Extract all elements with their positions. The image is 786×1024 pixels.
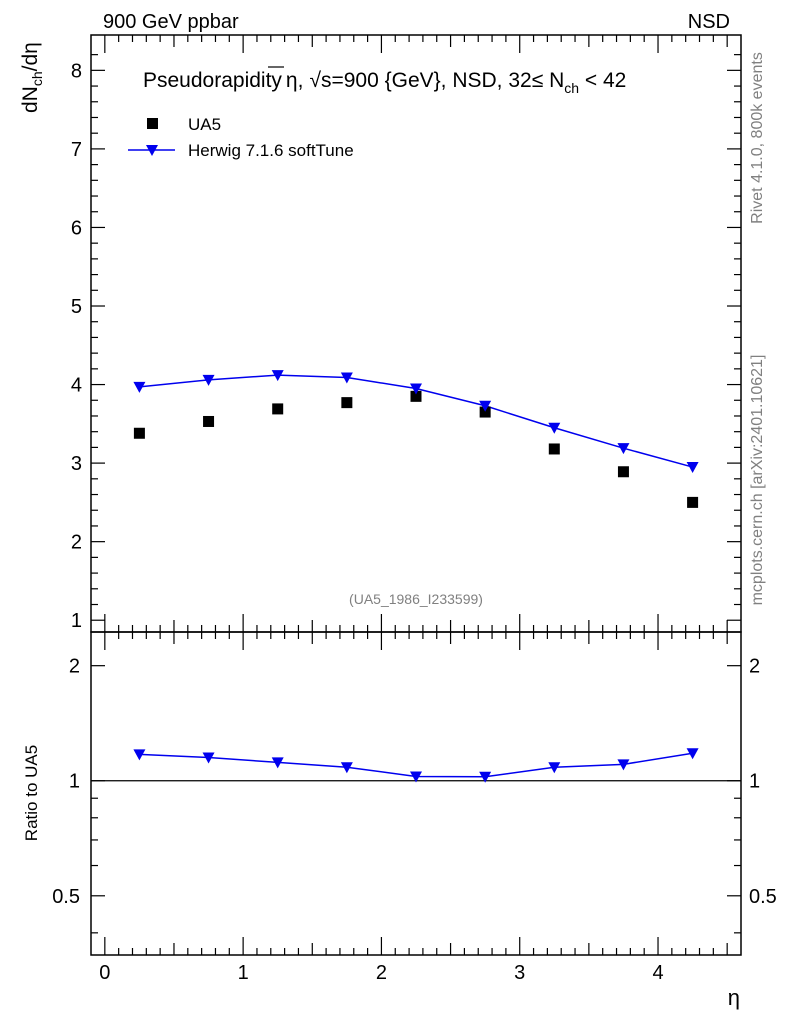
herwig-ratio-point (479, 771, 492, 783)
x-tick-label: 3 (514, 962, 525, 984)
herwig-ratio-point (686, 748, 699, 760)
x-tick-label: 0 (99, 962, 110, 984)
main-y-tick-label: 4 (71, 375, 82, 397)
ratio-y-tick-label-left: 0.5 (52, 886, 80, 908)
herwig-ratio-point (617, 759, 630, 771)
ua5-data-point (410, 390, 422, 402)
main-y-tick-label: 7 (71, 139, 82, 161)
herwig-ratio-point (410, 771, 422, 783)
x-tick-label: 1 (238, 962, 249, 984)
legend-marker-herwig (146, 145, 158, 156)
main-data-layer (133, 370, 699, 508)
x-tick-labels: 0 1 2 3 4 (99, 962, 663, 984)
plot-title: Pseudorapidity η, √s=900 {GeV}, NSD, 32≤ N… (143, 69, 626, 96)
ua5-data-point (133, 427, 145, 439)
main-y-tick-labels: 1 2 3 4 5 6 7 8 (71, 60, 82, 632)
herwig-data-point (617, 443, 630, 455)
herwig-data-point (479, 400, 492, 412)
ratio-y-axis-label: Ratio to UA5 (22, 745, 41, 841)
main-y-tick-label: 2 (71, 532, 82, 554)
herwig-data-point (202, 374, 215, 386)
x-tick-label: 2 (376, 962, 387, 984)
ua5-data-point (479, 406, 491, 418)
analysis-id-annotation: (UA5_1986_I233599) (349, 591, 483, 607)
herwig-data-point (271, 370, 284, 382)
herwig-ratio-point (271, 757, 284, 769)
header-left: 900 GeV ppbar (103, 11, 239, 33)
ratio-data-layer (133, 748, 699, 783)
ratio-axis-ticks (91, 632, 741, 955)
main-y-tick-label: 8 (71, 60, 82, 82)
ua5-data-point (617, 466, 629, 478)
herwig-data-point (686, 462, 699, 474)
herwig-ratio-point (133, 749, 146, 761)
legend-label-herwig: Herwig 7.1.6 softTune (188, 141, 354, 160)
main-axis-ticks (91, 35, 741, 632)
x-tick-label: 4 (652, 962, 663, 984)
main-y-tick-label: 5 (71, 296, 82, 318)
ratio-y-tick-labels: 0.5 1 2 0.5 1 2 (52, 656, 777, 908)
herwig-data-point (548, 422, 561, 434)
ua5-data-point (203, 415, 215, 427)
herwig-ratio-point (202, 752, 215, 764)
ua5-data-point (272, 403, 284, 415)
header-right: NSD (688, 11, 730, 33)
ratio-y-tick-label-left: 1 (69, 771, 80, 793)
ratio-y-tick-label-right: 2 (749, 656, 760, 678)
ua5-data-point (687, 496, 699, 508)
ratio-y-tick-label-right: 0.5 (749, 886, 777, 908)
herwig-data-point (340, 372, 353, 384)
ratio-frame (90, 631, 742, 956)
ratio-y-tick-label-right: 1 (749, 771, 760, 793)
ua5-data-point (548, 443, 560, 455)
ratio-y-tick-label-left: 2 (69, 656, 80, 678)
main-y-tick-label: 1 (71, 610, 82, 632)
rivet-version-label: Rivet 4.1.0, 800k events (749, 52, 766, 224)
x-axis-label: η (728, 985, 740, 1010)
main-y-tick-label: 3 (71, 453, 82, 475)
main-y-axis-label: dNch/dη (19, 42, 45, 113)
legend-marker-ua5 (147, 118, 158, 129)
herwig-ratio-point (340, 762, 353, 774)
herwig-data-point (133, 381, 146, 393)
herwig-ratio-point (548, 762, 561, 774)
herwig-data-point (410, 383, 422, 395)
mcplots-label: mcplots.cern.ch [arXiv:2401.10621] (749, 355, 766, 606)
main-y-tick-label: 6 (71, 217, 82, 239)
ua5-data-point (341, 397, 353, 409)
legend-label-ua5: UA5 (188, 115, 221, 134)
legend: UA5 Herwig 7.1.6 softTune (128, 115, 354, 160)
